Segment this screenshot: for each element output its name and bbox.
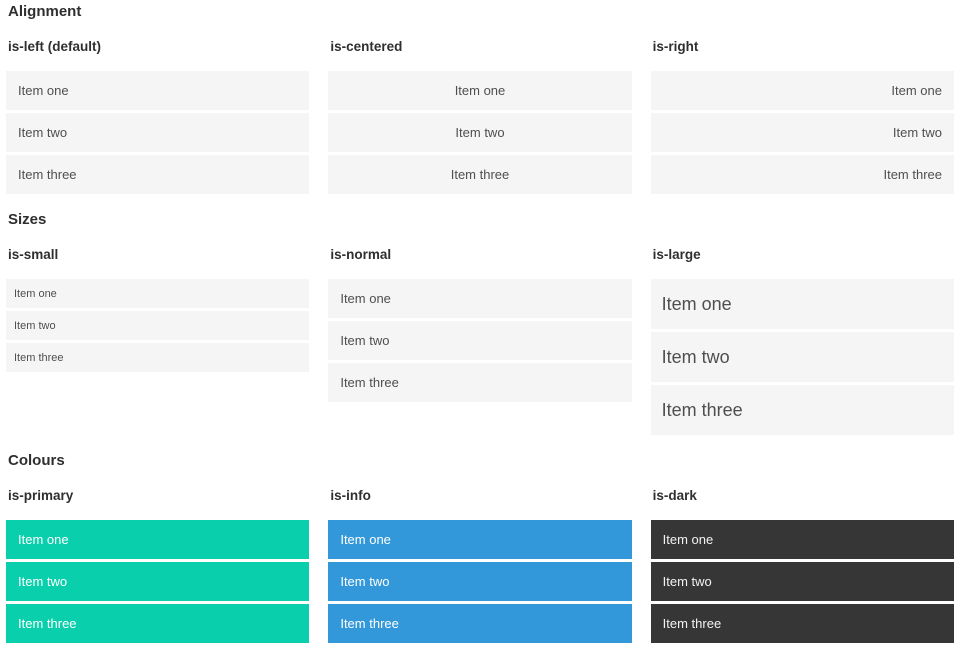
list-item: Item three (328, 363, 632, 402)
list-item: Item two (650, 332, 954, 382)
list-item: Item two (328, 562, 632, 601)
group-is-small: is-small Item one Item two Item three (6, 247, 310, 435)
list-item: Item one (6, 279, 310, 308)
group-is-centered: is-centered Item one Item two Item three (328, 39, 632, 194)
alignment-row: is-left (default) Item one Item two Item… (6, 39, 954, 194)
group-label: is-dark (652, 488, 697, 503)
group-label: is-left (default) (8, 39, 101, 54)
list-item: Item three (6, 343, 310, 372)
section-title: Colours (8, 452, 65, 469)
list-item: Item three (650, 604, 954, 643)
section-colours: Colours is-primary Item one Item two Ite… (6, 453, 954, 643)
group-is-dark: is-dark Item one Item two Item three (650, 488, 954, 643)
list-align-right: Item one Item two Item three (650, 71, 954, 194)
group-is-large: is-large Item one Item two Item three (650, 247, 954, 435)
section-sizes: Sizes is-small Item one Item two Item th… (6, 212, 954, 435)
list-item: Item three (650, 385, 954, 435)
list-size-large: Item one Item two Item three (650, 279, 954, 435)
list-item: Item one (650, 520, 954, 559)
list-item: Item one (650, 279, 954, 329)
group-label: is-primary (8, 488, 74, 503)
list-color-info: Item one Item two Item three (328, 520, 632, 643)
colours-row: is-primary Item one Item two Item three … (6, 488, 954, 643)
group-is-right: is-right Item one Item two Item three (650, 39, 954, 194)
list-item: Item two (6, 113, 310, 152)
group-label: is-normal (330, 247, 392, 262)
list-item: Item one (6, 71, 310, 110)
section-title: Sizes (8, 211, 47, 228)
list-item: Item one (328, 279, 632, 318)
list-color-primary: Item one Item two Item three (6, 520, 310, 643)
list-color-dark: Item one Item two Item three (650, 520, 954, 643)
list-item: Item one (328, 71, 632, 110)
group-is-info: is-info Item one Item two Item three (328, 488, 632, 643)
list-item: Item two (6, 562, 310, 601)
list-item: Item two (328, 321, 632, 360)
list-size-small: Item one Item two Item three (6, 279, 310, 372)
group-label: is-right (652, 39, 699, 54)
group-is-primary: is-primary Item one Item two Item three (6, 488, 310, 643)
list-item: Item three (328, 604, 632, 643)
list-component-demo-page: Alignment is-left (default) Item one Ite… (6, 4, 954, 643)
group-label: is-small (8, 247, 59, 262)
group-is-normal: is-normal Item one Item two Item three (328, 247, 632, 435)
list-item: Item three (650, 155, 954, 194)
section-title: Alignment (8, 3, 82, 20)
group-label: is-large (652, 247, 701, 262)
list-size-normal: Item one Item two Item three (328, 279, 632, 402)
list-align-center: Item one Item two Item three (328, 71, 632, 194)
list-item: Item three (6, 604, 310, 643)
list-item: Item one (328, 520, 632, 559)
list-align-left: Item one Item two Item three (6, 71, 310, 194)
list-item: Item two (328, 113, 632, 152)
list-item: Item one (6, 520, 310, 559)
sizes-row: is-small Item one Item two Item three is… (6, 247, 954, 435)
list-item: Item three (6, 155, 310, 194)
list-item: Item two (6, 311, 310, 340)
section-alignment: Alignment is-left (default) Item one Ite… (6, 4, 954, 194)
list-item: Item two (650, 562, 954, 601)
group-label: is-info (330, 488, 371, 503)
list-item: Item three (328, 155, 632, 194)
group-label: is-centered (330, 39, 403, 54)
group-is-left: is-left (default) Item one Item two Item… (6, 39, 310, 194)
list-item: Item one (650, 71, 954, 110)
list-item: Item two (650, 113, 954, 152)
